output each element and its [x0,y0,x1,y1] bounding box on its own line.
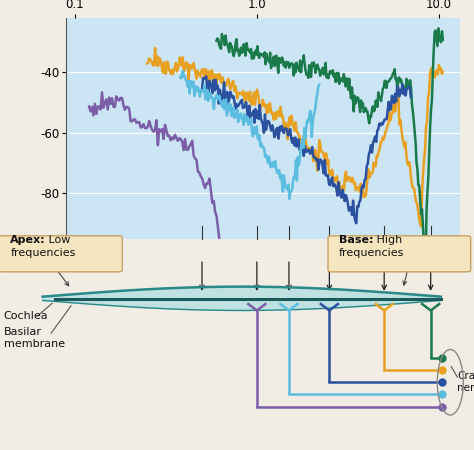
Text: High: High [373,234,402,245]
Polygon shape [43,287,441,310]
Text: frequencies: frequencies [339,248,404,257]
FancyBboxPatch shape [328,236,471,272]
FancyBboxPatch shape [0,236,122,272]
Text: Cranial
nerve VIII: Cranial nerve VIII [457,371,474,393]
Text: frequencies: frequencies [10,248,76,257]
Text: Low: Low [45,234,71,245]
Text: Basilar
membrane: Basilar membrane [4,327,65,349]
Text: Base:: Base: [339,234,374,245]
Text: Cochlea: Cochlea [4,311,48,321]
Text: Apex:: Apex: [10,234,46,245]
